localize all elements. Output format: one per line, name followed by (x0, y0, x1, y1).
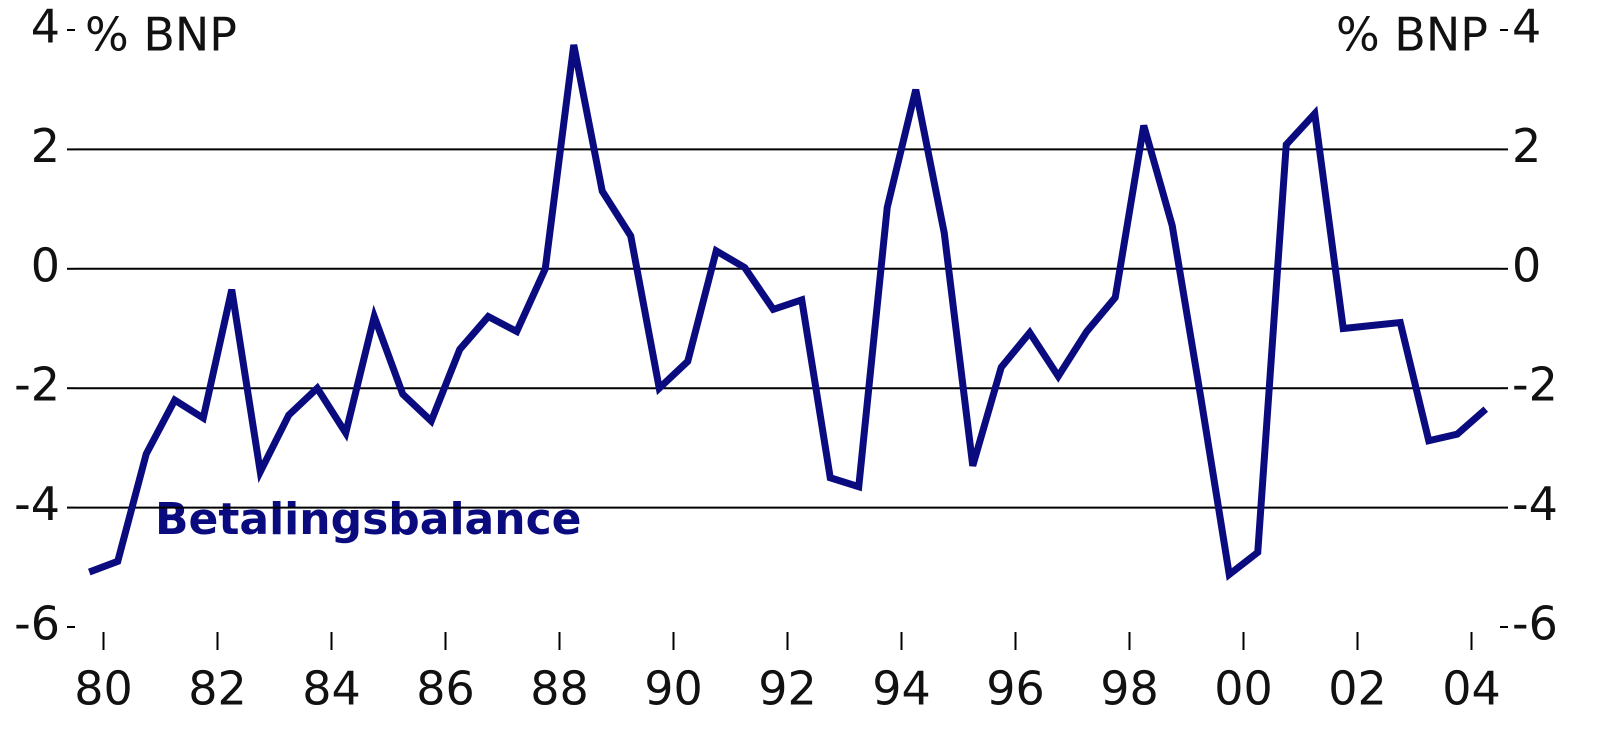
y-tick-label: -4 (14, 477, 60, 531)
y-tick-label: 0 (31, 238, 60, 292)
y-tick-label-right: -4 (1512, 477, 1558, 531)
x-tick-label: 00 (1214, 662, 1273, 716)
x-tick-label: 02 (1328, 662, 1387, 716)
series-annotation: Betalingsbalance (155, 494, 582, 545)
y-tick-label: 4 (31, 0, 60, 54)
x-tick-label: 84 (302, 662, 361, 716)
y-tick-label-right: 0 (1512, 238, 1541, 292)
y-tick-label-right: 4 (1512, 0, 1541, 54)
y-tick-label: -2 (14, 358, 60, 412)
x-tick-label: 98 (1100, 662, 1159, 716)
y-tick-label: 2 (31, 119, 60, 173)
y-axis-label-right: % BNP (1336, 8, 1488, 62)
x-tick-label: 04 (1442, 662, 1501, 716)
y-tick-label-right: -2 (1512, 358, 1558, 412)
x-tick-label: 90 (644, 662, 703, 716)
y-axis-label-left: % BNP (85, 8, 237, 62)
x-tick-label: 82 (188, 662, 247, 716)
y-tick-label-right: 2 (1512, 119, 1541, 173)
x-tick-label: 96 (986, 662, 1045, 716)
x-tick-label: 80 (74, 662, 133, 716)
y-tick-label-right: -6 (1512, 597, 1558, 651)
x-tick-label: 92 (758, 662, 817, 716)
y-tick-label: -6 (14, 597, 60, 651)
series-line (88, 44, 1489, 581)
x-tick-label: 94 (872, 662, 931, 716)
x-tick-label: 88 (530, 662, 589, 716)
x-tick-label: 86 (416, 662, 475, 716)
